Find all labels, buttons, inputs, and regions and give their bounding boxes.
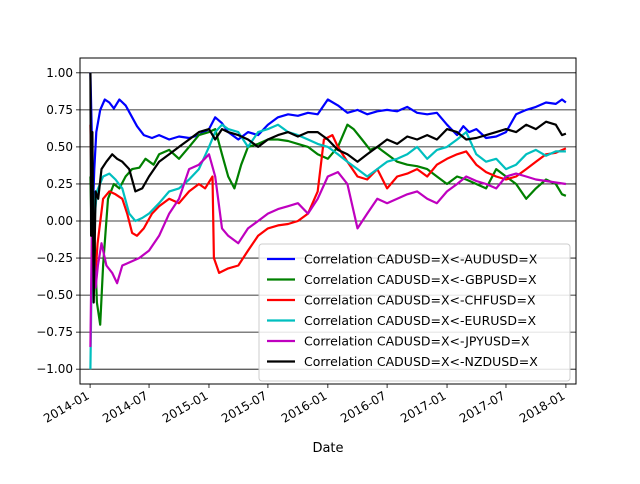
y-tick-label: −0.25 [36,251,73,265]
y-tick-label: 0.50 [46,140,73,154]
legend-label: Correlation CADUSD=X<-EURUSD=X [304,313,536,328]
series-line-5 [89,153,567,348]
series-line-2 [89,123,567,326]
legend-box [258,243,571,382]
series-line-6 [89,72,567,304]
y-axis: −1.00 −0.75 −0.50 −0.25 0.00 0.25 0.50 0.75 1.00 [36,66,80,376]
y-tick-label: −0.75 [36,325,73,339]
y-tick-label: 1.00 [46,66,73,80]
legend-label: Correlation CADUSD=X<-JPYUSD=X [304,334,530,349]
legend: Correlation CADUSD=X<-AUDUSD=X Correlatio… [258,243,571,382]
series-line-1 [89,72,567,215]
y-tick-label: −0.50 [36,288,73,302]
y-tick-label: 0.25 [46,177,73,191]
y-tick-label: 0.00 [46,214,73,228]
legend-label: Correlation CADUSD=X<-NZDUSD=X [304,354,538,369]
legend-label: Correlation CADUSD=X<-CHFUSD=X [304,293,536,308]
series-line-3 [89,124,567,282]
y-tick-label: −1.00 [36,362,73,376]
legend-label: Correlation CADUSD=X<-AUDUSD=X [304,252,538,267]
x-axis-label: Date [312,441,343,456]
legend-label: Correlation CADUSD=X<-GBPUSD=X [304,272,537,287]
y-tick-label: 0.75 [46,103,73,117]
series-layer [89,72,567,370]
